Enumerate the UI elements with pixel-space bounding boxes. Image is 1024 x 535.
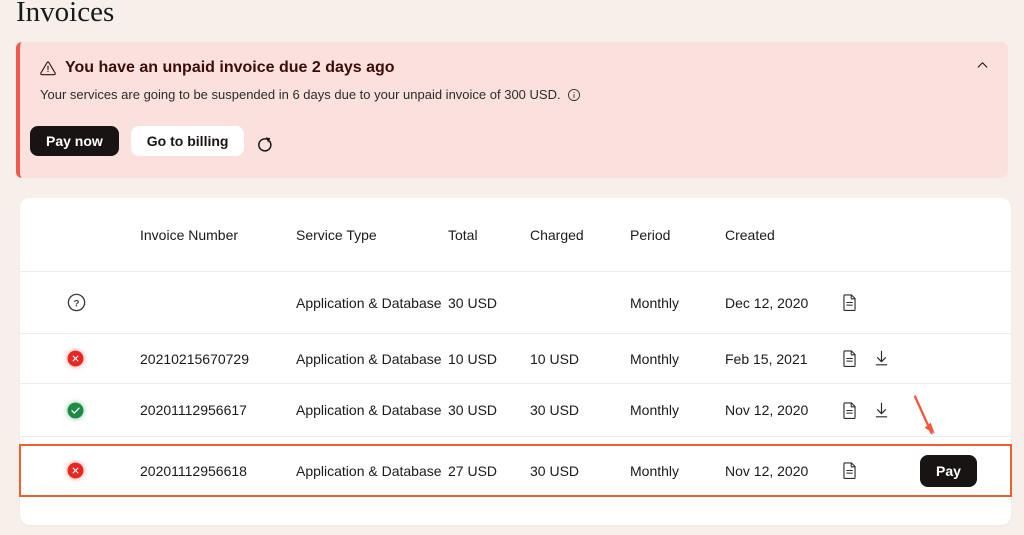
svg-text:?: ? [74,298,80,309]
